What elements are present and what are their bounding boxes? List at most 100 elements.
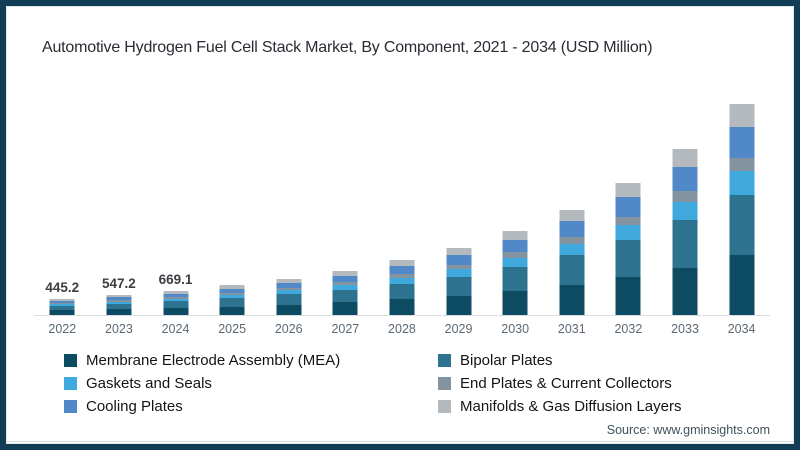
legend-column-left: Membrane Electrode Assembly (MEA) Gaskets… bbox=[64, 352, 340, 415]
bar-segment bbox=[276, 278, 302, 283]
bar-column-2033 bbox=[657, 95, 714, 315]
legend-label: End Plates & Current Collectors bbox=[460, 375, 672, 392]
bar-segment bbox=[615, 182, 641, 198]
x-axis-label: 2031 bbox=[557, 322, 586, 336]
bar-segment bbox=[389, 299, 415, 315]
bar-segment bbox=[49, 300, 75, 304]
bar-data-label: 547.2 bbox=[102, 276, 136, 292]
bar-segment bbox=[49, 298, 75, 301]
bar-segment bbox=[219, 294, 245, 299]
bar-segment bbox=[276, 290, 302, 295]
bar-segment bbox=[49, 304, 75, 306]
bar-segment bbox=[446, 295, 472, 315]
x-axis-label: 2034 bbox=[727, 322, 756, 336]
stacked-bar-2032 bbox=[615, 182, 641, 315]
bar-segment bbox=[276, 288, 302, 291]
legend-label: Gaskets and Seals bbox=[86, 375, 212, 392]
plot-area: 445.2 547.2 669.1 bbox=[34, 95, 770, 315]
legend-swatch-icon bbox=[64, 377, 77, 390]
bar-column-2026 bbox=[260, 95, 317, 315]
stacked-bar-2027 bbox=[332, 270, 358, 315]
stacked-bar-2023 bbox=[106, 295, 132, 315]
legend-swatch-icon bbox=[438, 400, 451, 413]
bar-segment bbox=[276, 304, 302, 315]
bar-segment bbox=[163, 298, 189, 302]
bar-segment bbox=[389, 283, 415, 300]
bar-column-2031 bbox=[543, 95, 600, 315]
bar-segment bbox=[389, 260, 415, 267]
stacked-bar-2033 bbox=[672, 148, 698, 315]
bar-column-2028 bbox=[374, 95, 431, 315]
stacked-bar-2025 bbox=[219, 285, 245, 315]
bar-segment bbox=[615, 225, 641, 240]
stacked-bar-2022 bbox=[49, 298, 75, 315]
legend-swatch-icon bbox=[438, 377, 451, 390]
legend-item: End Plates & Current Collectors bbox=[438, 375, 682, 392]
bar-column-2024: 669.1 bbox=[147, 95, 204, 315]
stacked-bar-2024 bbox=[163, 290, 189, 315]
bar-segment bbox=[332, 289, 358, 303]
bar-segment bbox=[729, 194, 755, 255]
legend-label: Membrane Electrode Assembly (MEA) bbox=[86, 352, 341, 369]
bar-segment bbox=[163, 293, 189, 298]
stacked-bar-2026 bbox=[276, 278, 302, 315]
bar-segment bbox=[49, 310, 75, 315]
legend-item: Manifolds & Gas Diffusion Layers bbox=[438, 398, 682, 415]
x-axis-label: 2027 bbox=[331, 322, 360, 336]
stacked-bar-2031 bbox=[559, 209, 585, 315]
bar-segment bbox=[276, 294, 302, 305]
bar-segment bbox=[559, 285, 585, 315]
bar-column-2032 bbox=[600, 95, 657, 315]
bar-segment bbox=[446, 255, 472, 265]
legend-label: Bipolar Plates bbox=[460, 352, 553, 369]
bar-segment bbox=[163, 297, 189, 299]
stacked-bar-2034 bbox=[729, 103, 755, 315]
bar-segment bbox=[559, 209, 585, 222]
bar-segment bbox=[729, 103, 755, 127]
bar-segment bbox=[559, 236, 585, 244]
bar-segment bbox=[446, 264, 472, 270]
bar-segment bbox=[615, 239, 641, 278]
bar-segment bbox=[672, 191, 698, 202]
stacked-bar-2030 bbox=[502, 231, 528, 315]
bar-segment bbox=[502, 267, 528, 292]
chart-title: Automotive Hydrogen Fuel Cell Stack Mark… bbox=[42, 39, 653, 56]
x-axis-label: 2028 bbox=[388, 322, 416, 336]
legend-label: Manifolds & Gas Diffusion Layers bbox=[460, 398, 682, 415]
bar-segment bbox=[502, 252, 528, 258]
x-axis-label: 2033 bbox=[671, 322, 699, 336]
bar-segment bbox=[672, 201, 698, 221]
bar-segment bbox=[163, 301, 189, 309]
bar-segment bbox=[502, 231, 528, 241]
bar-segment bbox=[672, 148, 698, 168]
bar-segment bbox=[389, 266, 415, 275]
legend-item: Gaskets and Seals bbox=[64, 375, 340, 392]
bar-segment bbox=[389, 277, 415, 284]
bar-column-2034 bbox=[713, 95, 770, 315]
stacked-bar-2028 bbox=[389, 260, 415, 315]
bar-segment bbox=[219, 293, 245, 295]
bar-segment bbox=[729, 157, 755, 172]
bar-segment bbox=[332, 270, 358, 276]
x-axis-label: 2029 bbox=[444, 322, 473, 336]
x-axis-label: 2024 bbox=[161, 322, 190, 336]
source-text: Source: www.gminsights.com bbox=[606, 423, 770, 437]
bar-segment bbox=[672, 167, 698, 192]
bar-segment bbox=[446, 247, 472, 256]
bar-segment bbox=[446, 269, 472, 277]
legend-label: Cooling Plates bbox=[86, 398, 183, 415]
bar-column-2025 bbox=[204, 95, 261, 315]
legend-swatch-icon bbox=[64, 354, 77, 367]
bar-segment bbox=[615, 216, 641, 226]
legend-item: Membrane Electrode Assembly (MEA) bbox=[64, 352, 340, 369]
x-axis-label: 2022 bbox=[48, 322, 77, 336]
bar-column-2027 bbox=[317, 95, 374, 315]
legend-item: Bipolar Plates bbox=[438, 352, 682, 369]
bar-segment bbox=[106, 297, 132, 301]
bar-segment bbox=[332, 275, 358, 282]
bar-column-2023: 547.2 bbox=[91, 95, 148, 315]
bar-column-2029 bbox=[430, 95, 487, 315]
bar-segment bbox=[559, 255, 585, 286]
stacked-bar-2029 bbox=[446, 247, 472, 315]
bar-segment bbox=[106, 300, 132, 302]
